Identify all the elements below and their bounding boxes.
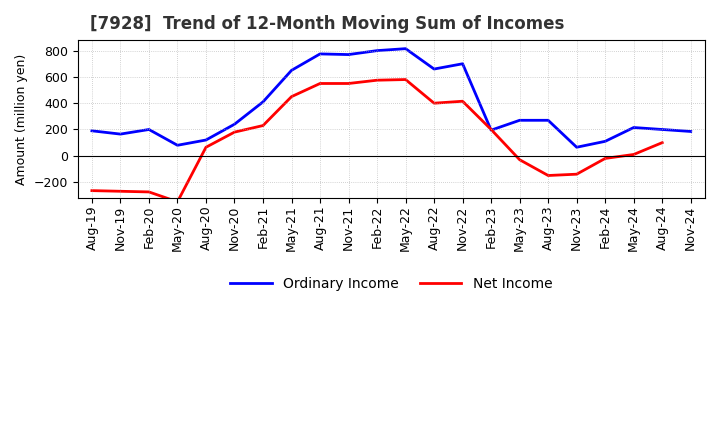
Net Income — [459, 99, 467, 104]
Net Income — [258, 123, 267, 128]
Y-axis label: Amount (million yen): Amount (million yen) — [15, 53, 28, 185]
Net Income — [572, 172, 581, 177]
Ordinary Income — [459, 61, 467, 66]
Net Income — [430, 101, 438, 106]
Ordinary Income — [145, 127, 153, 132]
Ordinary Income — [686, 129, 695, 134]
Ordinary Income — [230, 121, 239, 127]
Ordinary Income — [287, 68, 296, 73]
Net Income — [629, 152, 638, 157]
Net Income — [344, 81, 353, 86]
Net Income — [601, 156, 610, 161]
Ordinary Income — [88, 128, 96, 133]
Line: Ordinary Income: Ordinary Income — [92, 49, 690, 147]
Ordinary Income — [572, 145, 581, 150]
Ordinary Income — [315, 51, 324, 57]
Net Income — [202, 145, 210, 150]
Ordinary Income — [544, 117, 552, 123]
Net Income — [544, 173, 552, 178]
Net Income — [116, 189, 125, 194]
Net Income — [401, 77, 410, 82]
Ordinary Income — [658, 127, 667, 132]
Ordinary Income — [116, 132, 125, 137]
Ordinary Income — [516, 117, 524, 123]
Ordinary Income — [258, 99, 267, 105]
Ordinary Income — [487, 128, 495, 133]
Net Income — [658, 140, 667, 145]
Net Income — [315, 81, 324, 86]
Text: [7928]  Trend of 12-Month Moving Sum of Incomes: [7928] Trend of 12-Month Moving Sum of I… — [90, 15, 564, 33]
Ordinary Income — [629, 125, 638, 130]
Ordinary Income — [430, 66, 438, 72]
Net Income — [230, 129, 239, 135]
Net Income — [373, 77, 382, 83]
Ordinary Income — [601, 139, 610, 144]
Net Income — [88, 188, 96, 193]
Ordinary Income — [373, 48, 382, 53]
Net Income — [516, 157, 524, 162]
Net Income — [487, 127, 495, 132]
Ordinary Income — [401, 46, 410, 51]
Ordinary Income — [173, 143, 181, 148]
Ordinary Income — [344, 52, 353, 57]
Line: Net Income: Net Income — [92, 80, 662, 202]
Net Income — [287, 94, 296, 99]
Net Income — [173, 199, 181, 205]
Net Income — [145, 189, 153, 194]
Legend: Ordinary Income, Net Income: Ordinary Income, Net Income — [225, 271, 558, 296]
Ordinary Income — [202, 137, 210, 143]
